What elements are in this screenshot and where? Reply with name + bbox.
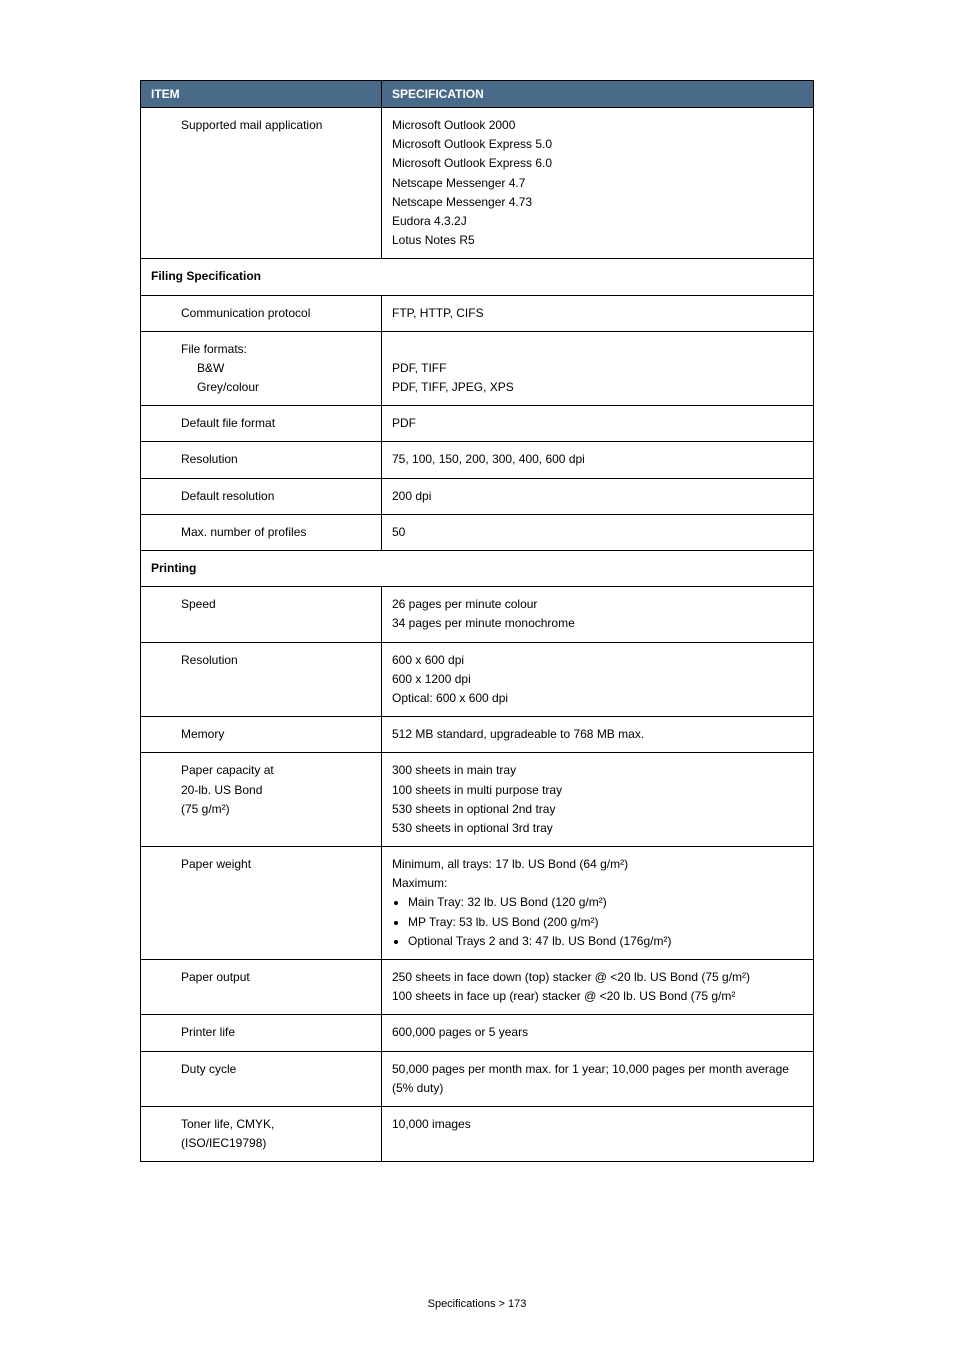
- table-row: Printer life 600,000 pages or 5 years: [141, 1015, 814, 1051]
- header-item: ITEM: [141, 81, 382, 108]
- table-row: File formats: B&W Grey/colour PDF, TIFF …: [141, 331, 814, 406]
- section-label: Printing: [141, 551, 382, 587]
- list-item: Main Tray: 32 lb. US Bond (120 g/m²): [408, 893, 803, 912]
- header-spec: SPECIFICATION: [382, 81, 814, 108]
- section-row: Printing: [141, 551, 814, 587]
- section-label: Filing Specification: [141, 259, 382, 295]
- table-row: Paper output 250 sheets in face down (to…: [141, 960, 814, 1015]
- spec-cell: 250 sheets in face down (top) stacker @ …: [382, 960, 814, 1015]
- table-row: Memory 512 MB standard, upgradeable to 7…: [141, 717, 814, 753]
- item-cell: Paper weight: [171, 847, 382, 960]
- item-cell: Default resolution: [171, 478, 382, 514]
- table-row: Supported mail application Microsoft Out…: [141, 108, 814, 259]
- section-row: Filing Specification: [141, 259, 814, 295]
- item-cell: Resolution: [171, 642, 382, 717]
- item-cell: Max. number of profiles: [171, 514, 382, 550]
- item-cell: Supported mail application: [171, 108, 382, 259]
- spec-cell: 10,000 images: [382, 1106, 814, 1161]
- table-row: Resolution 75, 100, 150, 200, 300, 400, …: [141, 442, 814, 478]
- spec-cell: 50: [382, 514, 814, 550]
- spec-cell: 512 MB standard, upgradeable to 768 MB m…: [382, 717, 814, 753]
- list-item: Optional Trays 2 and 3: 47 lb. US Bond (…: [408, 932, 803, 951]
- item-cell: Paper capacity at 20-lb. US Bond (75 g/m…: [171, 753, 382, 847]
- item-cell: Memory: [171, 717, 382, 753]
- table-row: Paper capacity at 20-lb. US Bond (75 g/m…: [141, 753, 814, 847]
- header-row: ITEM SPECIFICATION: [141, 81, 814, 108]
- item-cell: Paper output: [171, 960, 382, 1015]
- table-row: Default resolution 200 dpi: [141, 478, 814, 514]
- item-cell: Duty cycle: [171, 1051, 382, 1106]
- spec-cell: Microsoft Outlook 2000 Microsoft Outlook…: [382, 108, 814, 259]
- spec-cell: 200 dpi: [382, 478, 814, 514]
- spec-cell: 75, 100, 150, 200, 300, 400, 600 dpi: [382, 442, 814, 478]
- item-cell: Toner life, CMYK, (ISO/IEC19798): [171, 1106, 382, 1161]
- table-row: Speed 26 pages per minute colour 34 page…: [141, 587, 814, 642]
- item-cell: Default file format: [171, 406, 382, 442]
- spec-cell: 26 pages per minute colour 34 pages per …: [382, 587, 814, 642]
- spec-cell: FTP, HTTP, CIFS: [382, 295, 814, 331]
- item-cell: Communication protocol: [171, 295, 382, 331]
- page-footer: Specifications > 173: [140, 1298, 814, 1310]
- spec-cell: 300 sheets in main tray 100 sheets in mu…: [382, 753, 814, 847]
- table-row: Paper weight Minimum, all trays: 17 lb. …: [141, 847, 814, 960]
- list-item: MP Tray: 53 lb. US Bond (200 g/m²): [408, 913, 803, 932]
- spec-cell: PDF, TIFF PDF, TIFF, JPEG, XPS: [382, 331, 814, 406]
- table-row: Toner life, CMYK, (ISO/IEC19798) 10,000 …: [141, 1106, 814, 1161]
- spec-cell: 600 x 600 dpi 600 x 1200 dpi Optical: 60…: [382, 642, 814, 717]
- table-row: Resolution 600 x 600 dpi 600 x 1200 dpi …: [141, 642, 814, 717]
- table-row: Duty cycle 50,000 pages per month max. f…: [141, 1051, 814, 1106]
- bullet-list: Main Tray: 32 lb. US Bond (120 g/m²) MP …: [392, 893, 803, 951]
- spec-cell: 50,000 pages per month max. for 1 year; …: [382, 1051, 814, 1106]
- table-row: Max. number of profiles 50: [141, 514, 814, 550]
- item-cell: Speed: [171, 587, 382, 642]
- spec-cell: PDF: [382, 406, 814, 442]
- item-cell: Resolution: [171, 442, 382, 478]
- spec-table: ITEM SPECIFICATION Supported mail applic…: [140, 80, 814, 1162]
- spec-cell: Minimum, all trays: 17 lb. US Bond (64 g…: [382, 847, 814, 960]
- item-label: Supported mail application: [181, 118, 322, 132]
- table-row: Default file format PDF: [141, 406, 814, 442]
- item-cell: Printer life: [171, 1015, 382, 1051]
- table-row: Communication protocol FTP, HTTP, CIFS: [141, 295, 814, 331]
- item-cell: File formats: B&W Grey/colour: [171, 331, 382, 406]
- spec-cell: 600,000 pages or 5 years: [382, 1015, 814, 1051]
